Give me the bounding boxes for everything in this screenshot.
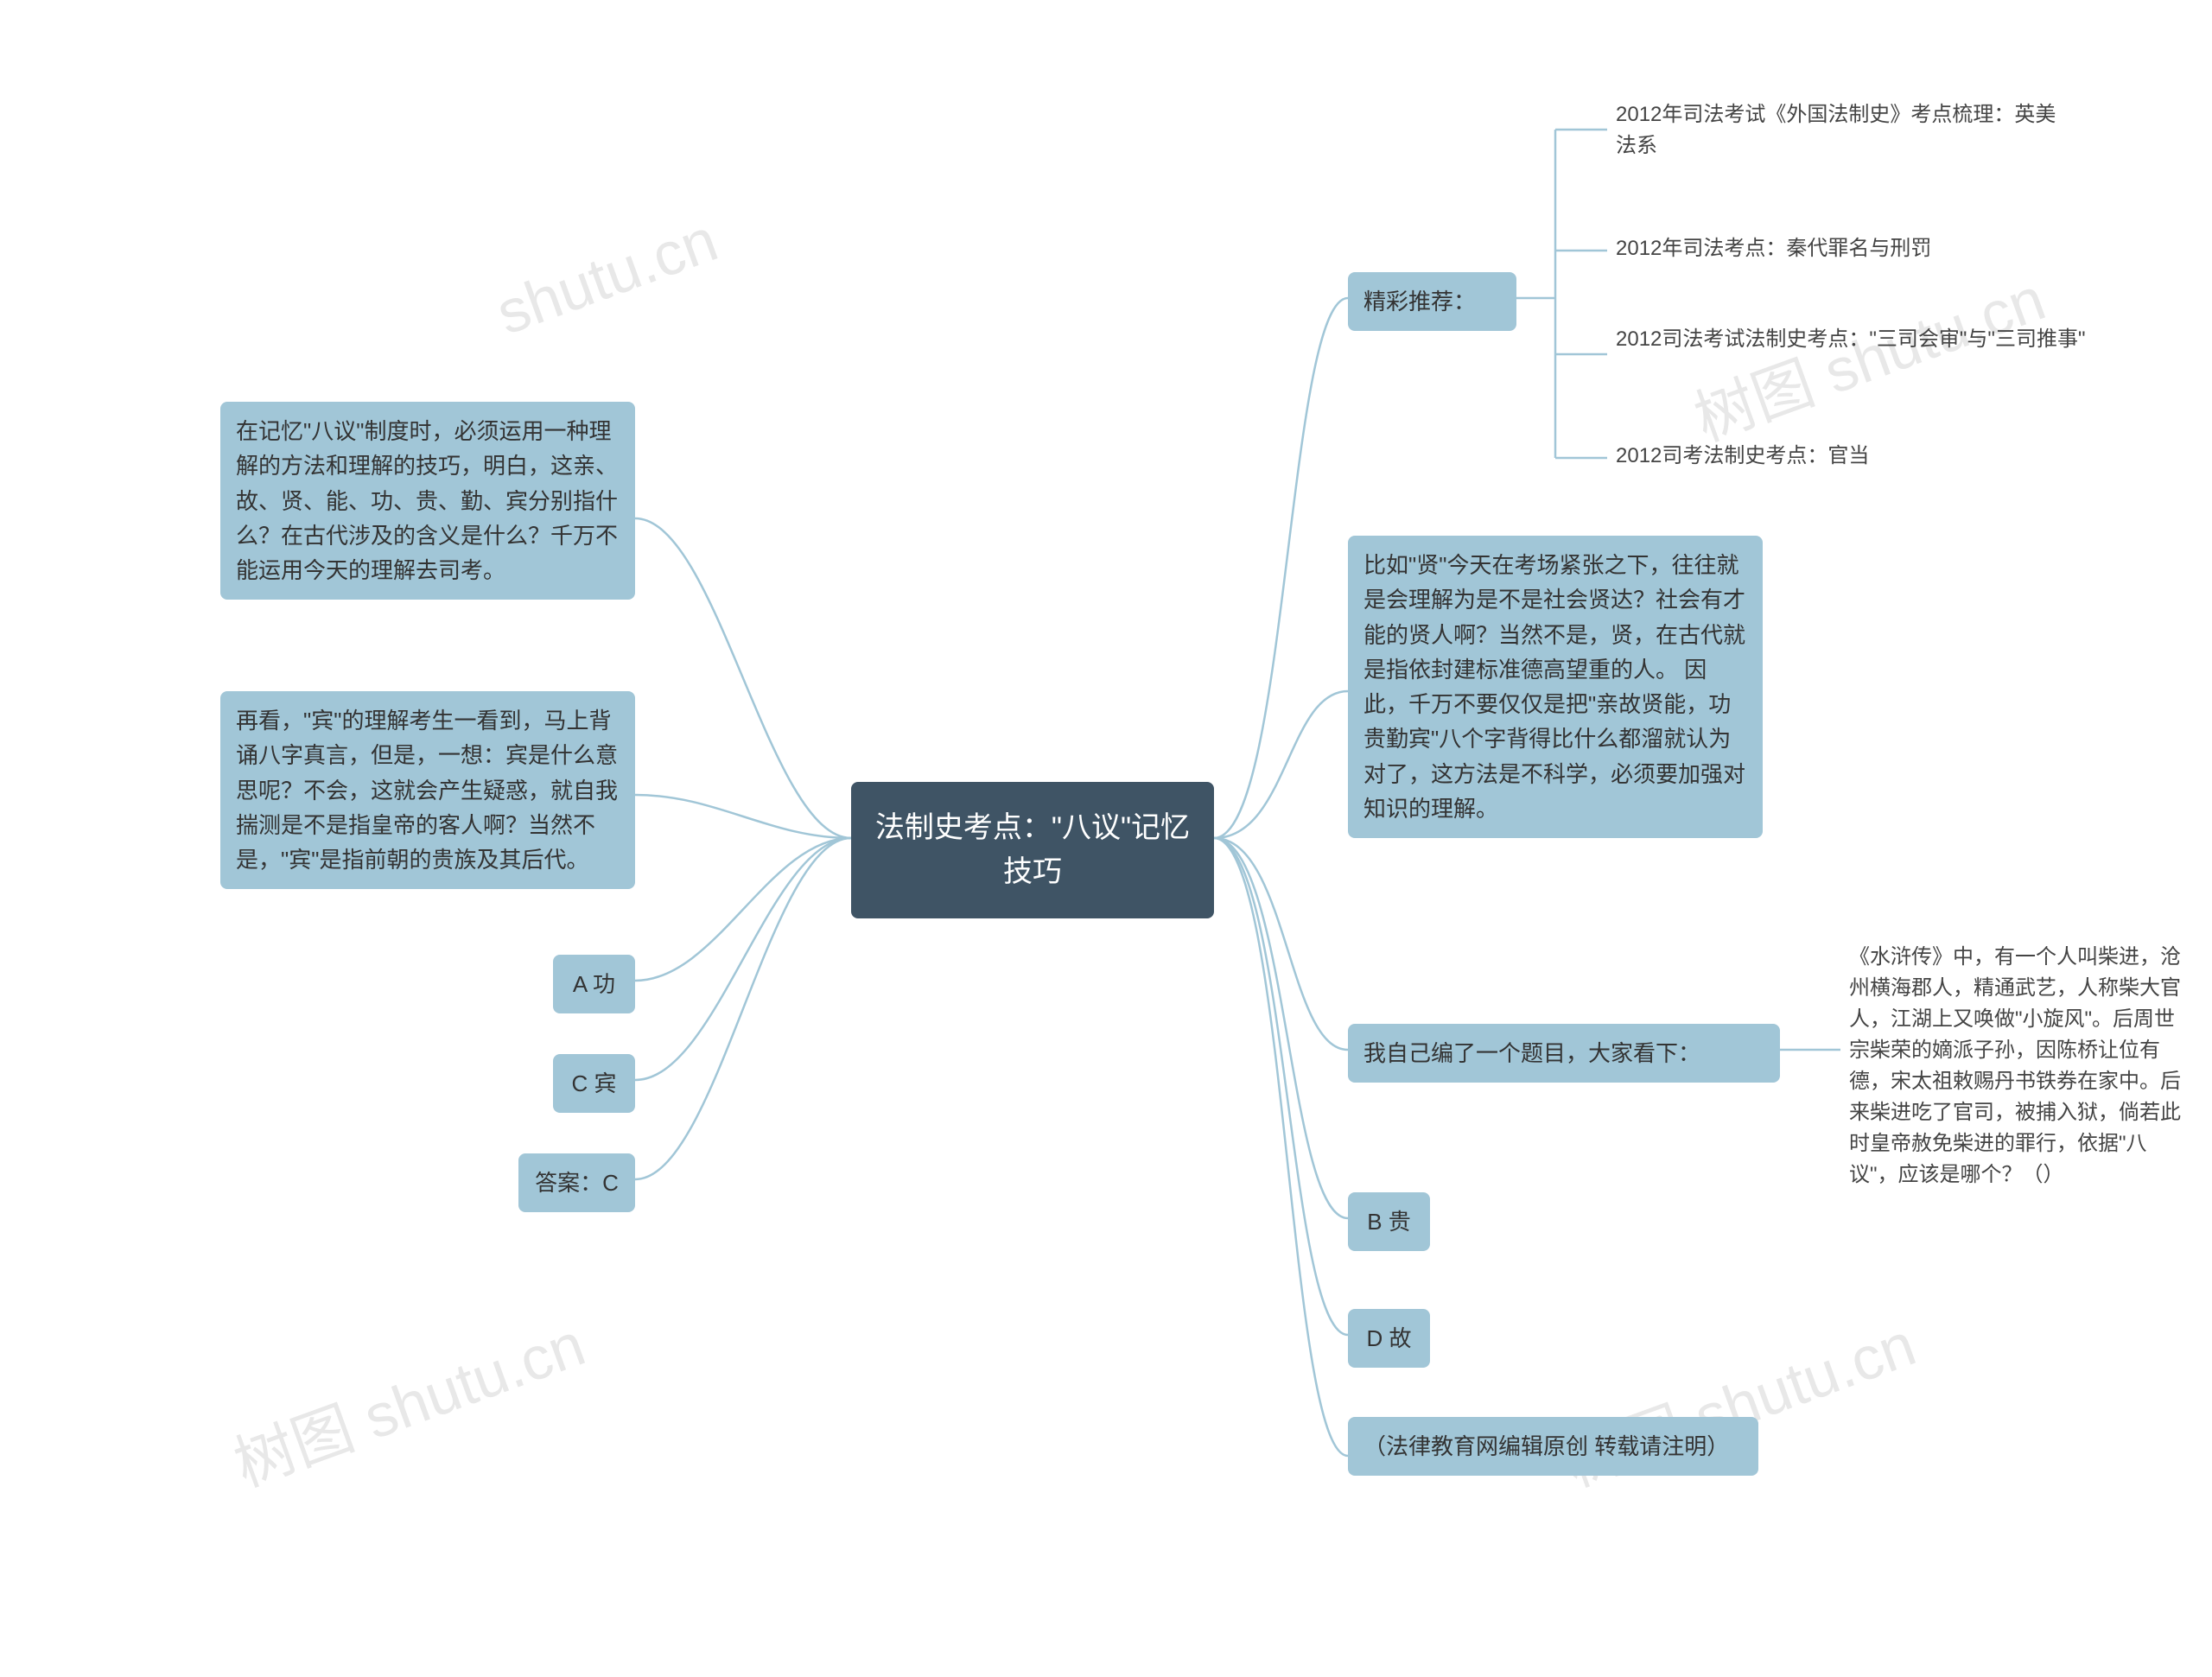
left-node-intro: 在记忆"八议"制度时，必须运用一种理解的方法和理解的技巧，明白，这亲、故、贤、能… — [220, 402, 635, 600]
text: （法律教育网编辑原创 转载请注明） — [1363, 1433, 1729, 1459]
recommend-leaf-4: 2012司考法制史考点：官当 — [1616, 441, 2065, 472]
text: 我自己编了一个题目，大家看下： — [1363, 1040, 1700, 1066]
text: B 贵 — [1367, 1209, 1411, 1235]
watermark: shutu.cn — [487, 205, 726, 348]
text: A 功 — [573, 971, 615, 997]
text: 答案：C — [535, 1170, 619, 1196]
right-node-credit: （法律教育网编辑原创 转载请注明） — [1348, 1417, 1758, 1476]
left-node-zaikan: 再看，"宾"的理解考生一看到，马上背诵八字真言，但是，一想：宾是什么意思呢？不会… — [220, 691, 635, 889]
watermark: 树图 shutu.cn — [221, 1297, 595, 1504]
recommend-leaf-2: 2012年司法考点：秦代罪名与刑罚 — [1616, 233, 2065, 264]
text: 比如"贤"今天在考场紧张之下，往往就是会理解为是不是社会贤达？社会有才能的贤人啊… — [1363, 552, 1745, 822]
right-node-mytopic: 我自己编了一个题目，大家看下： — [1348, 1024, 1780, 1083]
option-a: A 功 — [553, 955, 635, 1013]
text: 再看，"宾"的理解考生一看到，马上背诵八字真言，但是，一想：宾是什么意思呢？不会… — [236, 708, 618, 873]
right-node-biru: 比如"贤"今天在考场紧张之下，往往就是会理解为是不是社会贤达？社会有才能的贤人啊… — [1348, 536, 1763, 838]
root-node: 法制史考点："八议"记忆技巧 — [851, 782, 1214, 918]
recommend-leaf-1: 2012年司法考试《外国法制史》考点梳理：英美法系 — [1616, 99, 2065, 162]
mytopic-leaf: 《水浒传》中，有一个人叫柴进，沧州横海郡人，精通武艺，人称柴大官人，江湖上又唤做… — [1849, 942, 2190, 1191]
recommend-leaf-3: 2012司法考试法制史考点："三司会审"与"三司推事" — [1616, 324, 2100, 355]
right-node-recommend: 精彩推荐： — [1348, 272, 1516, 331]
root-text: 法制史考点："八议"记忆技巧 — [875, 811, 1190, 888]
answer: 答案：C — [518, 1153, 635, 1212]
text: 精彩推荐： — [1363, 289, 1476, 314]
text: D 故 — [1366, 1325, 1411, 1351]
text: 在记忆"八议"制度时，必须运用一种理解的方法和理解的技巧，明白，这亲、故、贤、能… — [236, 418, 618, 583]
option-d: D 故 — [1348, 1309, 1430, 1368]
option-b: B 贵 — [1348, 1192, 1430, 1251]
text: C 宾 — [571, 1070, 616, 1096]
option-c: C 宾 — [553, 1054, 635, 1113]
